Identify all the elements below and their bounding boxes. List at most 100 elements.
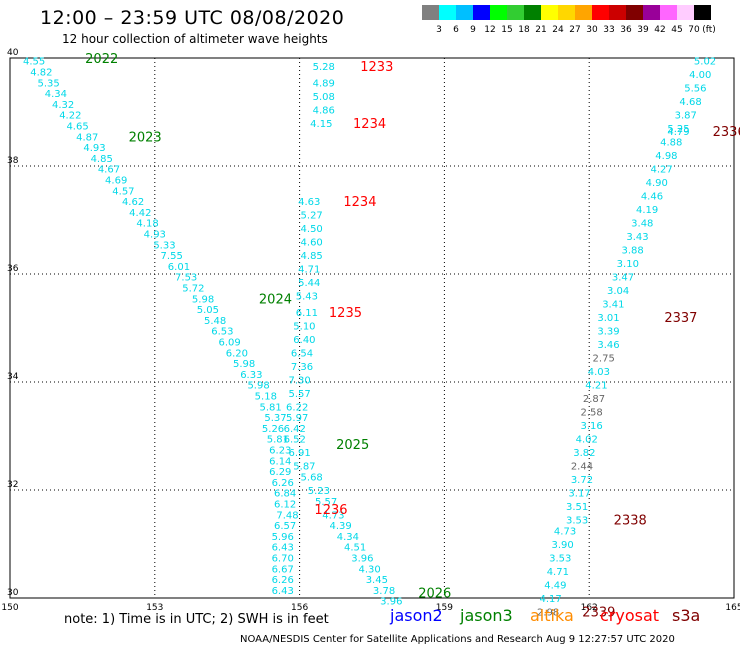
wave-height-value: 4.00 (689, 70, 711, 81)
wave-height-value: 4.34 (45, 89, 67, 100)
wave-height-value: 4.90 (646, 178, 668, 189)
wave-height-value: 3.46 (597, 340, 619, 351)
wave-height-value: 3.01 (597, 313, 619, 324)
wave-height-value: 4.18 (136, 219, 158, 230)
color-scale-label: 12 (484, 25, 496, 35)
wave-height-value: 4.69 (105, 176, 127, 187)
wave-height-value: 5.28 (313, 62, 335, 73)
wave-height-value: 3.17 (568, 489, 590, 500)
wave-height-value: 4.86 (313, 105, 335, 116)
wave-height-value: 5.57 (288, 389, 310, 400)
wave-height-value: 5.25 (667, 124, 689, 135)
wave-height-value: 4.79 (667, 127, 689, 138)
wave-height-value: 4.21 (585, 381, 607, 392)
map-subtitle: 12 hour collection of altimeter wave hei… (62, 32, 328, 46)
color-swatch (677, 5, 694, 20)
y-tick-label: 34 (7, 372, 19, 382)
wave-height-value: 5.18 (255, 392, 277, 403)
wave-height-value: 4.19 (636, 205, 658, 216)
wave-height-value: 5.72 (182, 284, 204, 295)
pass-time-label: 1233 (360, 60, 393, 75)
y-tick-label: 36 (7, 264, 19, 274)
wave-height-value: 4.71 (298, 265, 320, 276)
wave-height-value: 4.39 (329, 521, 351, 532)
color-scale-unit: (ft) (702, 25, 716, 35)
x-tick-label: 159 (436, 603, 453, 613)
color-scale-label: 30 (586, 25, 598, 35)
wave-height-value: 3.04 (607, 286, 629, 297)
wave-height-value: 3.72 (571, 475, 593, 486)
wave-height-value: 6.40 (293, 335, 315, 346)
wave-height-value: 3.87 (675, 111, 697, 122)
wave-height-value: 7.48 (276, 510, 298, 521)
color-scale-label: 18 (518, 25, 530, 35)
wave-height-value: 3.47 (612, 273, 634, 284)
wave-height-value: 6.54 (291, 348, 313, 359)
pass-time-label: 1236 (314, 503, 347, 518)
wave-height-value: 7.30 (288, 375, 310, 386)
plot-frame (9, 57, 735, 599)
color-swatch (507, 5, 524, 20)
wave-height-value: 5.81 (260, 402, 282, 413)
color-scale-label: 36 (620, 25, 632, 35)
color-scale-label: 15 (501, 25, 513, 35)
wave-height-value: 4.89 (313, 78, 335, 89)
x-tick-label: 150 (1, 603, 18, 613)
wave-height-value: 3.43 (626, 232, 648, 243)
wave-height-value: 3.39 (597, 327, 619, 338)
wave-height-value: 6.33 (240, 370, 262, 381)
wave-height-value: 4.30 (358, 564, 380, 575)
pass-time-label: 2338 (614, 514, 647, 529)
pass-time-label: 2336 (713, 125, 740, 140)
wave-height-value: 6.20 (226, 348, 248, 359)
wave-height-value: 4.98 (655, 151, 677, 162)
wave-height-value: 4.60 (301, 238, 323, 249)
wave-height-value: 4.03 (588, 367, 610, 378)
pass-time-label: 2339 (582, 606, 615, 621)
color-swatch (660, 5, 677, 20)
wave-height-value: 5.56 (684, 84, 706, 95)
wave-height-value: 4.87 (76, 132, 98, 143)
legend-item-s3a: s3a (672, 606, 701, 625)
legend-item-jason3: jason3 (460, 606, 513, 625)
wave-height-value: 3.78 (373, 586, 395, 597)
wave-height-value: 6.26 (272, 575, 294, 586)
wave-height-value: 3.53 (549, 554, 571, 565)
color-swatch (439, 5, 456, 20)
wave-height-value: 6.43 (272, 586, 294, 597)
pass-time-label: 2024 (259, 292, 292, 307)
color-swatch (456, 5, 473, 20)
color-swatch (524, 5, 541, 20)
wave-height-value: 6.67 (272, 564, 294, 575)
wave-height-value: 5.27 (301, 211, 323, 222)
pass-time-label: 2026 (418, 587, 451, 602)
x-tick-label: 156 (291, 603, 308, 613)
wave-height-value: 3.82 (573, 448, 595, 459)
y-tick-label: 38 (7, 156, 19, 166)
wave-height-value: 6.22 (286, 402, 308, 413)
color-scale-label: 21 (535, 25, 547, 35)
footnote: note: 1) Time is in UTC; 2) SWH is in fe… (64, 612, 329, 627)
wave-height-value: 2.75 (593, 354, 615, 365)
wave-height-value: 6.70 (272, 554, 294, 565)
wave-height-value: 4.62 (122, 197, 144, 208)
wave-height-value: 2.98 (537, 608, 559, 619)
wave-height-value: 6.26 (272, 478, 294, 489)
wave-height-value: 6.52 (284, 435, 306, 446)
wave-height-value: 5.10 (293, 321, 315, 332)
y-tick-label: 30 (7, 588, 19, 598)
wave-height-value: 4.50 (301, 224, 323, 235)
legend-item-altika: altika (530, 606, 574, 625)
color-swatch (694, 5, 711, 20)
color-swatch (592, 5, 609, 20)
wave-height-value: 4.85 (301, 251, 323, 262)
color-scale-label: 9 (470, 25, 476, 35)
wave-height-value: 2.58 (580, 408, 602, 419)
wave-height-value: 4.67 (98, 165, 120, 176)
wave-height-value: 5.97 (286, 413, 308, 424)
wave-height-value: 5.87 (293, 462, 315, 473)
y-tick-label: 40 (7, 48, 19, 58)
wave-height-value: 5.98 (192, 294, 214, 305)
wave-height-value: 6.12 (274, 500, 296, 511)
legend-item-cryosat: cryosat (600, 606, 660, 625)
